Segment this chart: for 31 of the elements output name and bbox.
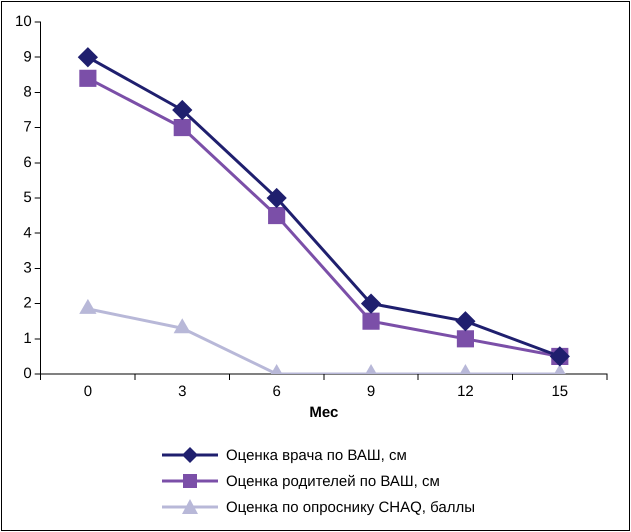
legend-label: Оценка врача по ВАШ, см	[226, 446, 407, 464]
y-tick-label: 0	[23, 365, 32, 382]
y-tick-label: 4	[23, 224, 32, 242]
x-tick-label: 12	[457, 383, 474, 400]
point	[362, 312, 380, 330]
x-tick-label: 0	[84, 383, 92, 400]
point	[362, 294, 381, 314]
x-tick-label: 9	[366, 383, 376, 400]
y-tick-label: 6	[23, 154, 32, 171]
point	[174, 119, 191, 136]
point	[268, 207, 286, 224]
y-tick-label: 5	[23, 189, 32, 206]
legend-label: Оценка родителей по ВАШ, см	[226, 472, 440, 490]
y-tick-label: 9	[23, 48, 32, 66]
y-tick-label: 8	[23, 84, 32, 101]
x-tick-label: 15	[551, 383, 568, 400]
point	[172, 100, 192, 120]
y-tick-label: 2	[23, 294, 32, 312]
point	[267, 188, 286, 208]
y-tick-label: 1	[23, 330, 32, 347]
point	[78, 48, 98, 67]
y-tick-label: 7	[23, 118, 32, 136]
x-tick-label: 3	[178, 383, 186, 400]
point	[456, 312, 475, 331]
legend-label: Оценка по опроснику CHAQ, баллы	[226, 498, 476, 516]
y-tick-label: 3	[23, 260, 32, 277]
x-axis-title: Мес	[309, 404, 338, 422]
point	[456, 330, 474, 348]
point	[79, 70, 96, 87]
x-tick-label: 6	[272, 383, 281, 400]
y-tick-label: 10	[14, 13, 32, 30]
